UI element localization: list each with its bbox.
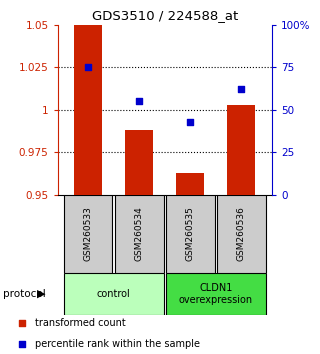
Text: percentile rank within the sample: percentile rank within the sample [35,339,200,349]
Text: ▶: ▶ [37,289,46,299]
Text: GSM260533: GSM260533 [84,206,93,261]
Point [239,86,244,92]
Bar [125,130,153,195]
Point [20,341,25,347]
Bar [217,195,266,273]
Text: CLDN1
overexpression: CLDN1 overexpression [179,283,253,305]
Text: GSM260535: GSM260535 [186,206,195,261]
Bar [166,195,215,273]
Bar [64,195,112,273]
Text: GSM260534: GSM260534 [135,206,144,261]
Bar [227,105,255,195]
Text: protocol: protocol [3,289,46,299]
Text: control: control [97,289,131,299]
Text: transformed count: transformed count [35,318,125,328]
Title: GDS3510 / 224588_at: GDS3510 / 224588_at [92,9,238,22]
Bar [176,173,204,195]
Bar [166,273,266,315]
Point [137,98,142,104]
Bar [74,25,102,195]
Bar [115,195,164,273]
Point [188,119,193,125]
Bar [64,273,164,315]
Text: GSM260536: GSM260536 [237,206,246,261]
Point [86,64,91,70]
Point [20,320,25,326]
